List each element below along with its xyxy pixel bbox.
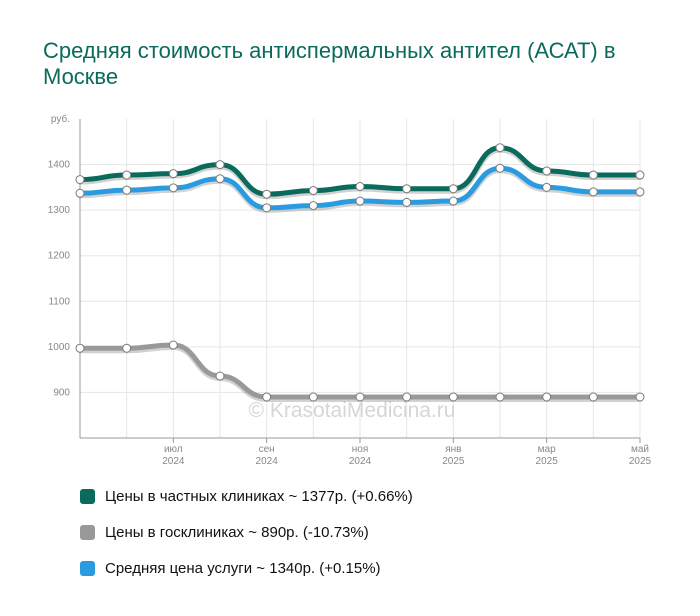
legend-item-private[interactable]: Цены в частных клиниках ~ 1377р. (+0.66%… bbox=[80, 487, 413, 505]
data-point-public bbox=[542, 392, 552, 402]
line-chart: 90010001100120013001400руб.июл2024сен202… bbox=[48, 113, 652, 467]
data-point-average bbox=[402, 197, 412, 207]
legend-item-average[interactable]: Средняя цена услуги ~ 1340р. (+0.15%) bbox=[80, 559, 413, 577]
data-point-private bbox=[402, 184, 412, 194]
data-point-public bbox=[75, 343, 85, 353]
watermark-text: © KrasotaiMedicina.ru bbox=[249, 399, 456, 422]
x-tick-month: сен bbox=[259, 444, 275, 455]
x-tick-month: ноя bbox=[352, 444, 369, 455]
x-tick-year: 2025 bbox=[629, 456, 652, 467]
data-point-average bbox=[448, 196, 458, 206]
legend-swatch-private bbox=[80, 488, 95, 504]
data-point-public bbox=[308, 392, 318, 402]
x-tick-year: 2024 bbox=[162, 456, 185, 467]
x-tick-year: 2025 bbox=[536, 456, 559, 467]
y-axis-unit: руб. bbox=[51, 113, 70, 125]
x-tick-year: 2024 bbox=[256, 456, 279, 467]
data-point-public bbox=[262, 392, 272, 402]
data-point-public bbox=[495, 392, 505, 402]
x-tick-year: 2024 bbox=[349, 456, 372, 467]
y-tick-label: 1300 bbox=[48, 205, 71, 216]
x-tick-month: мар bbox=[538, 444, 556, 455]
y-tick-label: 1200 bbox=[48, 251, 71, 262]
data-point-private bbox=[308, 186, 318, 196]
legend-swatch-average bbox=[80, 560, 95, 576]
legend-label-public: Цены в госклиниках ~ 890р. (-10.73%) bbox=[105, 523, 369, 541]
data-point-private bbox=[262, 189, 272, 199]
legend: Цены в частных клиниках ~ 1377р. (+0.66%… bbox=[80, 487, 413, 595]
chart-title: Средняя стоимость антиспермальных антите… bbox=[43, 38, 616, 89]
legend-swatch-public bbox=[80, 524, 95, 540]
data-point-average bbox=[75, 188, 85, 198]
data-point-private bbox=[448, 184, 458, 194]
legend-item-public[interactable]: Цены в госклиниках ~ 890р. (-10.73%) bbox=[80, 523, 413, 541]
data-point-average bbox=[122, 185, 132, 195]
data-point-average bbox=[588, 187, 598, 197]
data-point-public bbox=[588, 392, 598, 402]
data-point-private bbox=[635, 170, 645, 180]
data-point-average bbox=[635, 187, 645, 197]
data-point-average bbox=[308, 201, 318, 211]
data-point-average bbox=[542, 182, 552, 192]
x-tick-year: 2025 bbox=[442, 456, 465, 467]
legend-label-average: Средняя цена услуги ~ 1340р. (+0.15%) bbox=[105, 559, 381, 577]
data-point-average bbox=[168, 183, 178, 193]
data-point-public bbox=[635, 392, 645, 402]
x-tick-month: янв bbox=[445, 444, 461, 455]
data-point-public bbox=[448, 392, 458, 402]
data-point-private bbox=[168, 169, 178, 179]
data-point-private bbox=[355, 181, 365, 191]
x-tick-month: май bbox=[631, 444, 649, 455]
data-point-average bbox=[495, 163, 505, 173]
data-point-private bbox=[215, 160, 225, 170]
x-tick-month: июл bbox=[164, 444, 183, 455]
y-tick-label: 1000 bbox=[48, 342, 71, 353]
data-point-public bbox=[215, 371, 225, 381]
data-point-average bbox=[215, 174, 225, 184]
data-point-private bbox=[542, 166, 552, 176]
data-point-private bbox=[588, 170, 598, 180]
y-tick-label: 1100 bbox=[48, 296, 70, 307]
data-point-private bbox=[122, 170, 132, 180]
data-point-public bbox=[122, 343, 132, 353]
y-tick-label: 900 bbox=[53, 387, 70, 398]
data-point-average bbox=[355, 196, 365, 206]
legend-label-private: Цены в частных клиниках ~ 1377р. (+0.66%… bbox=[105, 487, 413, 505]
data-point-public bbox=[402, 392, 412, 402]
data-point-private bbox=[495, 143, 505, 153]
data-point-public bbox=[168, 340, 178, 350]
y-tick-label: 1400 bbox=[48, 160, 71, 171]
data-point-average bbox=[262, 203, 272, 213]
data-point-private bbox=[75, 175, 85, 185]
data-point-public bbox=[355, 392, 365, 402]
